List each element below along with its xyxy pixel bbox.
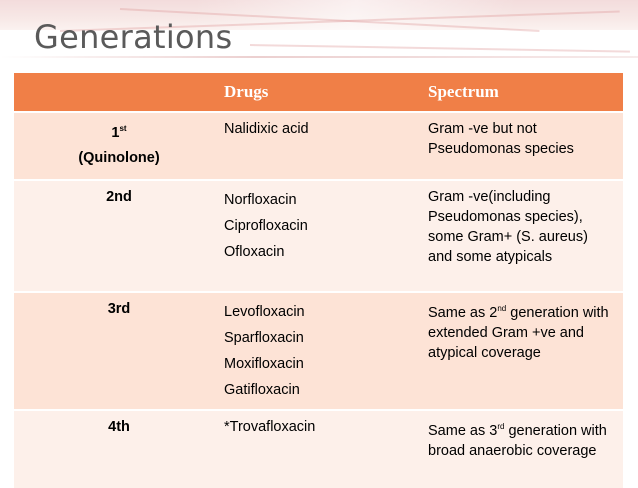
title-underline-decoration (0, 56, 638, 58)
drug-name: Nalidixic acid (224, 121, 309, 137)
generation-cell: 1st (Quinolone) (14, 111, 214, 180)
header-spectrum: Spectrum (418, 73, 623, 112)
drug-name: Gatifloxacin (224, 381, 300, 398)
table-row: 3rd Levofloxacin Sparfloxacin Moxifloxac… (14, 290, 623, 410)
drug-name: Ofloxacin (224, 243, 285, 260)
drug-name: Levofloxacin (224, 303, 305, 320)
drug-name: Ciprofloxacin (224, 217, 308, 234)
spectrum-cell: Same as 3rd generation with broad anaero… (418, 408, 623, 488)
spectrum-ordinal-suffix: nd (497, 303, 507, 313)
spectrum-cell: Gram -ve(including Pseudomonas species),… (418, 178, 623, 292)
spectrum-text: Same as 3rd generation with broad anaero… (428, 421, 607, 459)
generation-label: 1 (111, 124, 120, 141)
drug-name: *Trovafloxacin (224, 418, 316, 435)
generation-suffix: st (119, 124, 127, 133)
table-row: 2nd Norfloxacin Ciprofloxacin Ofloxacin … (14, 178, 623, 292)
drugs-cell: Norfloxacin Ciprofloxacin Ofloxacin (214, 178, 418, 292)
drug-name: Sparfloxacin (224, 329, 304, 346)
generation-label: 2nd (106, 188, 132, 205)
header-generation (14, 73, 214, 112)
spectrum-text: Gram -ve but not Pseudomonas species (428, 121, 574, 157)
table-row: 1st (Quinolone) Nalidixic acid Gram -ve … (14, 111, 623, 180)
generation-label: 3rd (107, 300, 131, 317)
spectrum-ordinal-suffix: rd (497, 421, 505, 431)
generations-table: Drugs Spectrum 1st (Quinolone) Nalidixic… (14, 73, 623, 488)
spectrum-text: Gram -ve(including Pseudomonas species),… (428, 188, 588, 265)
spectrum-text-part: generation with broad anaerobic coverage (428, 422, 607, 459)
generation-note: (Quinolone) (78, 149, 160, 166)
drug-name: Moxifloxacin (224, 355, 304, 372)
table-header-row: Drugs Spectrum (14, 73, 623, 112)
generation-cell: 2nd (14, 178, 214, 292)
spectrum-text-part: Same as 3 (428, 422, 498, 439)
drug-name: Norfloxacin (224, 191, 297, 208)
spectrum-cell: Same as 2nd generation with extended Gra… (418, 290, 623, 410)
table-row: 4th *Trovafloxacin Same as 3rd generatio… (14, 408, 623, 488)
generation-label: 4th (108, 418, 130, 435)
header-decoration-shine (0, 0, 638, 60)
generation-cell: 3rd (14, 290, 214, 410)
spectrum-text: Same as 2nd generation with extended Gra… (428, 303, 609, 361)
drugs-cell: Nalidixic acid (214, 111, 418, 180)
drugs-cell: *Trovafloxacin (214, 408, 418, 488)
spectrum-text-part: generation with extended Gram +ve and at… (428, 304, 609, 361)
spectrum-text-part: Same as 2 (428, 304, 498, 321)
slide-title: Generations (34, 18, 233, 56)
spectrum-cell: Gram -ve but not Pseudomonas species (418, 111, 623, 180)
header-drugs: Drugs (214, 73, 418, 112)
drugs-cell: Levofloxacin Sparfloxacin Moxifloxacin G… (214, 290, 418, 410)
generation-cell: 4th (14, 408, 214, 488)
